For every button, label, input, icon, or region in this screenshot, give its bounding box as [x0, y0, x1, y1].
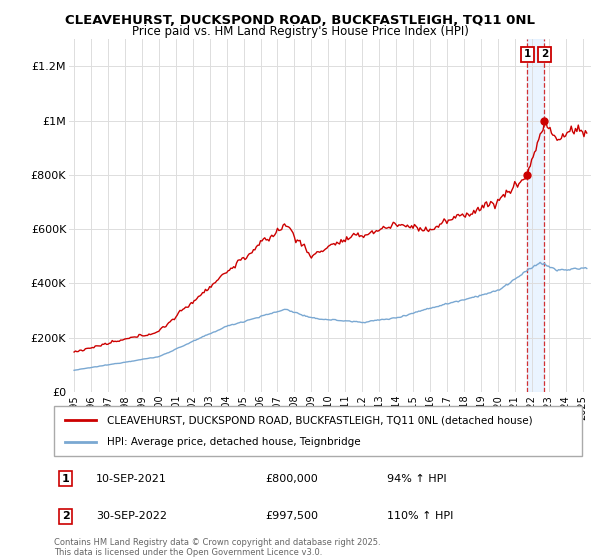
FancyBboxPatch shape: [54, 406, 582, 456]
Text: 10-SEP-2021: 10-SEP-2021: [96, 474, 167, 484]
Text: Contains HM Land Registry data © Crown copyright and database right 2025.
This d: Contains HM Land Registry data © Crown c…: [54, 538, 380, 557]
Text: 30-SEP-2022: 30-SEP-2022: [96, 511, 167, 521]
Text: HPI: Average price, detached house, Teignbridge: HPI: Average price, detached house, Teig…: [107, 437, 361, 447]
Bar: [527, 39, 544, 392]
Text: 2: 2: [62, 511, 70, 521]
Text: CLEAVEHURST, DUCKSPOND ROAD, BUCKFASTLEIGH, TQ11 0NL (detached house): CLEAVEHURST, DUCKSPOND ROAD, BUCKFASTLEI…: [107, 415, 532, 425]
Text: 110% ↑ HPI: 110% ↑ HPI: [386, 511, 453, 521]
Text: £800,000: £800,000: [265, 474, 318, 484]
Text: CLEAVEHURST, DUCKSPOND ROAD, BUCKFASTLEIGH, TQ11 0NL: CLEAVEHURST, DUCKSPOND ROAD, BUCKFASTLEI…: [65, 14, 535, 27]
Text: 94% ↑ HPI: 94% ↑ HPI: [386, 474, 446, 484]
Text: £997,500: £997,500: [265, 511, 318, 521]
Text: 2: 2: [541, 49, 548, 59]
Text: 1: 1: [524, 49, 531, 59]
Text: Price paid vs. HM Land Registry's House Price Index (HPI): Price paid vs. HM Land Registry's House …: [131, 25, 469, 38]
Text: 1: 1: [62, 474, 70, 484]
